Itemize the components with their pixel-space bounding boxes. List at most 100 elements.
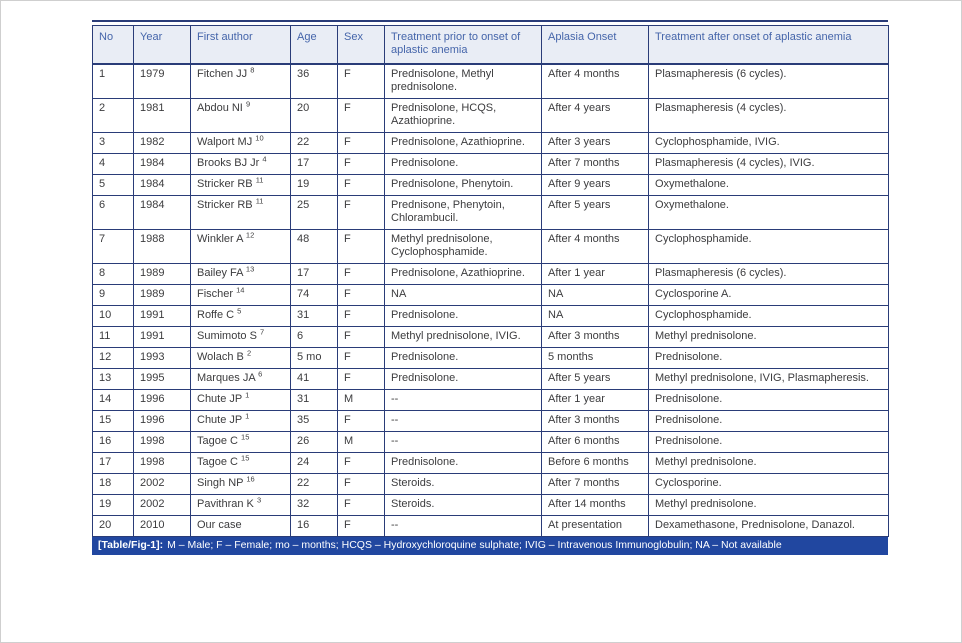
cell-aplasia-onset: After 5 years	[541, 195, 649, 230]
reference-superscript: 6	[258, 369, 263, 379]
cell-age: 32	[290, 494, 338, 516]
cell-author: Sumimoto S 7	[190, 326, 291, 348]
table-row: 1 1979 Fitchen JJ 8 36 F Prednisolone, Methyl…	[92, 63, 889, 99]
cell-prior-treatment: Prednisolone.	[384, 452, 542, 474]
cell-sex: M	[337, 389, 385, 411]
reference-superscript: 14	[236, 285, 245, 295]
cell-age: 26	[290, 431, 338, 453]
cell-year: 1993	[133, 347, 191, 369]
cell-prior-treatment: Steroids.	[384, 494, 542, 516]
caption-text: M – Male; F – Female; mo – months; HCQS …	[167, 539, 782, 551]
cell-author: Tagoe C 15	[190, 452, 291, 474]
cell-author: Wolach B 2	[190, 347, 291, 369]
table-header: No Year First author Age Sex Treatment prior …	[92, 25, 889, 65]
cell-aplasia-onset: After 3 months	[541, 410, 649, 432]
cell-sex: F	[337, 284, 385, 306]
reference-superscript: 1	[245, 390, 250, 400]
cell-year: 1979	[133, 63, 191, 99]
cell-after-treatment: Oxymethalone.	[648, 195, 889, 230]
cell-aplasia-onset: After 4 months	[541, 229, 649, 264]
cell-year: 1991	[133, 326, 191, 348]
reference-superscript: 8	[250, 65, 255, 75]
cell-no: 8	[92, 263, 134, 285]
cell-prior-treatment: Methyl prednisolone, Cyclophosphamide.	[384, 229, 542, 264]
cell-after-treatment: Methyl prednisolone.	[648, 452, 889, 474]
cell-year: 2002	[133, 494, 191, 516]
cell-year: 1982	[133, 132, 191, 154]
case-table: No Year First author Age Sex Treatment prior …	[92, 25, 889, 537]
cell-year: 1998	[133, 431, 191, 453]
cell-sex: F	[337, 132, 385, 154]
cell-year: 1984	[133, 153, 191, 175]
cell-prior-treatment: Prednisolone, Azathioprine.	[384, 263, 542, 285]
column-header-treatment-after-onset-of-aplastic-anemia: Treatment after onset of aplastic anemia	[648, 25, 889, 65]
table-row: 11 1991 Sumimoto S 7 6 F Methyl prednisolone,…	[92, 326, 889, 348]
reference-superscript: 2	[246, 348, 252, 358]
cell-aplasia-onset: After 4 years	[541, 98, 649, 133]
cell-age: 36	[290, 63, 338, 99]
cell-after-treatment: Plasmapheresis (4 cycles), IVIG.	[648, 153, 889, 175]
cell-after-treatment: Prednisolone.	[648, 347, 889, 369]
cell-no: 19	[92, 494, 134, 516]
table-row: 13 1995 Marques JA 6 41 F Prednisolone. After …	[92, 368, 889, 390]
reference-superscript: 11	[255, 175, 264, 185]
table-row: 16 1998 Tagoe C 15 26 M -- After 6 months Predn…	[92, 431, 889, 453]
cell-author: Stricker RB 11	[190, 174, 291, 196]
cell-age: 16	[290, 515, 338, 537]
cell-prior-treatment: Prednisolone.	[384, 347, 542, 369]
cell-author: Roffe C 5	[190, 305, 291, 327]
cell-sex: F	[337, 326, 385, 348]
cell-sex: F	[337, 473, 385, 495]
cell-age: 20	[290, 98, 338, 133]
cell-after-treatment: Methyl prednisolone, IVIG, Plasmapheresi…	[648, 368, 889, 390]
table-row: 20 2010 Our case 16 F -- At presentation Dexame…	[92, 515, 889, 537]
cell-no: 12	[92, 347, 134, 369]
cell-after-treatment: Plasmapheresis (6 cycles).	[648, 263, 889, 285]
cell-no: 14	[92, 389, 134, 411]
reference-superscript: 5	[237, 306, 242, 316]
cell-prior-treatment: Prednisone, Phenytoin, Chlorambucil.	[384, 195, 542, 230]
cell-aplasia-onset: NA	[541, 305, 649, 327]
cell-prior-treatment: --	[384, 410, 542, 432]
cell-year: 1984	[133, 174, 191, 196]
cell-after-treatment: Prednisolone.	[648, 431, 889, 453]
cell-aplasia-onset: After 3 years	[541, 132, 649, 154]
cell-aplasia-onset: Before 6 months	[541, 452, 649, 474]
table-row: 14 1996 Chute JP 1 31 M -- After 1 year Prednis…	[92, 389, 889, 411]
cell-sex: F	[337, 63, 385, 99]
reference-superscript: 16	[246, 474, 255, 484]
reference-superscript: 15	[241, 453, 250, 463]
column-header-age: Age	[290, 25, 338, 65]
cell-author: Winkler A 12	[190, 229, 291, 264]
cell-age: 22	[290, 132, 338, 154]
cell-prior-treatment: NA	[384, 284, 542, 306]
table-row: 18 2002 Singh NP 16 22 F Steroids. After 7 mon…	[92, 473, 889, 495]
cell-year: 1989	[133, 284, 191, 306]
cell-aplasia-onset: After 4 months	[541, 63, 649, 99]
cell-sex: F	[337, 174, 385, 196]
cell-aplasia-onset: NA	[541, 284, 649, 306]
cell-no: 9	[92, 284, 134, 306]
cell-prior-treatment: --	[384, 431, 542, 453]
cell-prior-treatment: --	[384, 389, 542, 411]
cell-sex: F	[337, 98, 385, 133]
table-row: 19 2002 Pavithran K 3 32 F Steroids. After 14 …	[92, 494, 889, 516]
cell-no: 4	[92, 153, 134, 175]
cell-no: 3	[92, 132, 134, 154]
cell-author: Singh NP 16	[190, 473, 291, 495]
cell-no: 10	[92, 305, 134, 327]
cell-sex: F	[337, 153, 385, 175]
column-header-treatment-prior-to-onset-of-aplastic-anemia: Treatment prior to onset of aplastic ane…	[384, 25, 542, 65]
cell-sex: F	[337, 515, 385, 537]
cell-sex: F	[337, 494, 385, 516]
cell-prior-treatment: Prednisolone, Azathioprine.	[384, 132, 542, 154]
cell-author: Tagoe C 15	[190, 431, 291, 453]
cell-aplasia-onset: After 14 months	[541, 494, 649, 516]
column-header-aplasia-onset: Aplasia Onset	[541, 25, 649, 65]
cell-after-treatment: Plasmapheresis (4 cycles).	[648, 98, 889, 133]
caption-label: [Table/Fig-1]:	[98, 539, 164, 551]
reference-superscript: 1	[245, 411, 250, 421]
cell-no: 7	[92, 229, 134, 264]
cell-author: Bailey FA 13	[190, 263, 291, 285]
cell-age: 22	[290, 473, 338, 495]
